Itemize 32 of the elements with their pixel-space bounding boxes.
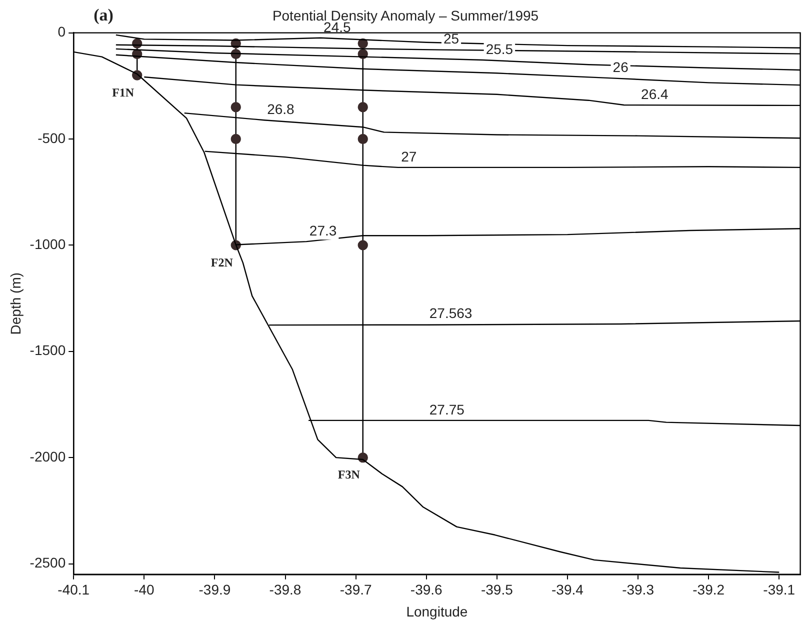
x-tick-label: -39.2 xyxy=(692,582,725,598)
y-tick-label: -1500 xyxy=(30,342,66,358)
x-tick-label: -40 xyxy=(134,582,154,598)
annotation: 27.3 xyxy=(309,222,337,238)
annotation: 27 xyxy=(401,148,417,164)
x-tick-label: -39.9 xyxy=(198,582,231,598)
annotation: 25 xyxy=(443,30,460,47)
y-tick-label: -2000 xyxy=(30,448,66,464)
x-tick-label: -39.8 xyxy=(269,582,302,598)
x-tick-label: -39.4 xyxy=(552,582,584,598)
x-tick-label: -39.5 xyxy=(480,582,514,598)
y-tick-label: -1000 xyxy=(30,236,66,252)
x-tick-label: -40.1 xyxy=(58,582,90,598)
x-tick-label: -39.1 xyxy=(763,582,796,598)
series-label: F2N xyxy=(210,255,234,270)
series-label: F3N xyxy=(338,468,360,482)
y-axis-title: Depth (m) xyxy=(7,272,24,335)
x-axis-title: Longitude xyxy=(406,603,468,620)
annotation: 26 xyxy=(612,58,629,75)
annotation: 26.8 xyxy=(267,100,295,117)
y-tick-label: -500 xyxy=(38,130,66,146)
annotation: 27.75 xyxy=(429,401,465,418)
y-tick-label: -2500 xyxy=(30,554,66,571)
x-tick-label: -39.6 xyxy=(410,582,443,598)
annotation: 26.4 xyxy=(641,86,668,102)
annotation: 27.563 xyxy=(429,304,472,321)
y-tick-label: 0 xyxy=(58,24,66,40)
series-label: F1N xyxy=(112,85,134,100)
text: (a) xyxy=(94,6,114,25)
x-tick-label: -39.7 xyxy=(340,582,372,598)
annotation: 25.5 xyxy=(486,40,514,57)
x-tick-label: -39.3 xyxy=(622,582,654,598)
